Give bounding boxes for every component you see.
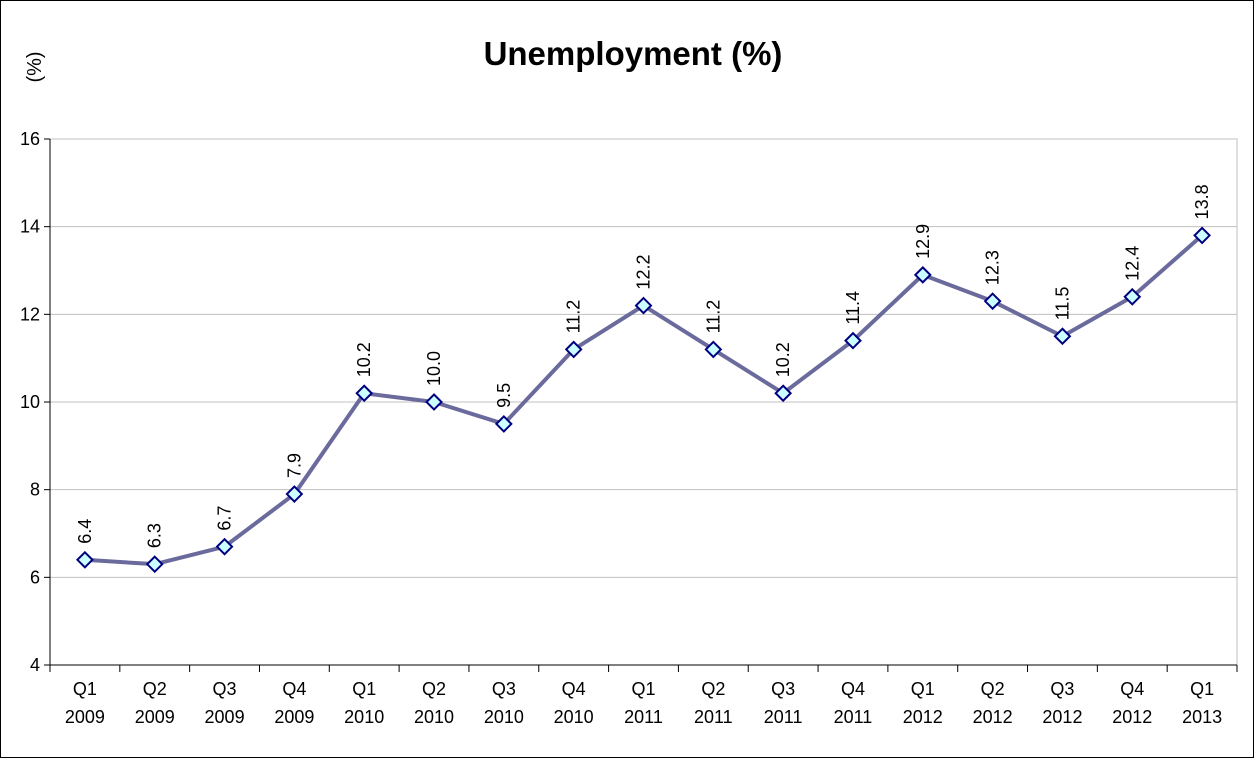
x-tick-label-year: 2009 bbox=[65, 707, 105, 727]
x-tick-label-year: 2012 bbox=[903, 707, 943, 727]
data-label: 12.4 bbox=[1122, 246, 1142, 281]
x-tick-label-quarter: Q1 bbox=[73, 679, 97, 699]
data-label: 13.8 bbox=[1192, 184, 1212, 219]
x-tick-label-quarter: Q1 bbox=[911, 679, 935, 699]
data-point-marker bbox=[774, 384, 793, 403]
x-tick-label-quarter: Q1 bbox=[631, 679, 655, 699]
data-label: 11.2 bbox=[703, 300, 723, 334]
data-label: 7.9 bbox=[284, 453, 304, 478]
data-point-marker bbox=[1193, 226, 1212, 245]
x-tick-label-quarter: Q3 bbox=[771, 679, 795, 699]
data-label: 9.5 bbox=[494, 383, 514, 408]
data-point-marker bbox=[425, 393, 443, 411]
data-label: 10.2 bbox=[354, 342, 374, 377]
data-point-marker bbox=[983, 292, 1002, 311]
data-label: 12.3 bbox=[983, 250, 1003, 285]
plot-area: 4 6 8 10 12 14 16 Q1 2009 Q2 2009 Q3 2009 Q4 2009 Q1 201… bbox=[20, 129, 1238, 727]
y-tick-label: 6 bbox=[30, 567, 40, 587]
y-tick-label: 14 bbox=[20, 217, 40, 237]
y-tick-label: 4 bbox=[30, 655, 40, 675]
x-tick-label-quarter: Q3 bbox=[213, 679, 237, 699]
x-tick-label-year: 2009 bbox=[205, 707, 245, 727]
x-tick-label-year: 2011 bbox=[694, 707, 733, 727]
y-axis-unit-label: (%) bbox=[24, 51, 46, 82]
y-tick-label: 16 bbox=[20, 129, 40, 149]
x-tick-label-year: 2010 bbox=[484, 707, 524, 727]
x-tick-label-quarter: Q4 bbox=[841, 679, 865, 699]
x-tick-label-year: 2009 bbox=[135, 707, 175, 727]
data-label: 6.3 bbox=[145, 523, 165, 548]
data-label: 11.4 bbox=[843, 291, 863, 325]
x-tick-label-year: 2009 bbox=[274, 707, 314, 727]
data-point-marker bbox=[1123, 287, 1142, 306]
data-label: 12.2 bbox=[634, 255, 654, 290]
data-label: 10.2 bbox=[773, 342, 793, 377]
data-point-marker bbox=[215, 537, 234, 556]
x-tick-label-year: 2012 bbox=[1112, 707, 1152, 727]
x-tick-label-quarter: Q2 bbox=[143, 679, 167, 699]
x-tick-label-year: 2012 bbox=[973, 707, 1013, 727]
data-point-marker bbox=[145, 555, 164, 574]
data-point-marker bbox=[634, 296, 653, 315]
data-label: 6.7 bbox=[215, 506, 235, 531]
x-tick-label-quarter: Q4 bbox=[562, 679, 586, 699]
x-tick-label-year: 2011 bbox=[834, 707, 873, 727]
x-tick-label-quarter: Q2 bbox=[701, 679, 725, 699]
x-tick-label-year: 2010 bbox=[344, 707, 384, 727]
x-tick-label-year: 2010 bbox=[414, 707, 454, 727]
x-tick-label-quarter: Q3 bbox=[1050, 679, 1074, 699]
data-label: 11.2 bbox=[564, 300, 584, 334]
x-tick-label-quarter: Q4 bbox=[282, 679, 306, 699]
data-point-marker bbox=[564, 340, 583, 359]
data-label: 11.5 bbox=[1052, 287, 1072, 321]
x-tick-label-quarter: Q1 bbox=[1190, 679, 1214, 699]
data-label: 6.4 bbox=[75, 519, 95, 544]
data-point-marker bbox=[913, 265, 932, 284]
data-point-marker bbox=[494, 415, 513, 433]
y-tick-label: 12 bbox=[20, 304, 40, 324]
chart-title: Unemployment (%) bbox=[484, 35, 783, 72]
x-tick-label-year: 2013 bbox=[1182, 707, 1222, 727]
x-tick-label-year: 2011 bbox=[764, 707, 803, 727]
data-point-marker bbox=[355, 384, 374, 403]
x-tick-label-year: 2012 bbox=[1042, 707, 1082, 727]
x-tick-label-quarter: Q2 bbox=[422, 679, 446, 699]
data-point-marker bbox=[75, 550, 94, 569]
data-label: 10.0 bbox=[424, 351, 444, 386]
x-tick-label-year: 2010 bbox=[554, 707, 594, 727]
data-point-marker bbox=[285, 485, 304, 503]
x-tick-label-quarter: Q1 bbox=[352, 679, 376, 699]
data-point-marker bbox=[1053, 327, 1072, 346]
x-tick-label-quarter: Q3 bbox=[492, 679, 516, 699]
y-tick-label: 10 bbox=[20, 392, 40, 412]
x-tick-label-quarter: Q4 bbox=[1120, 679, 1144, 699]
x-tick-label-year: 2011 bbox=[624, 707, 663, 727]
y-tick-label: 8 bbox=[30, 480, 40, 500]
data-label: 12.9 bbox=[913, 224, 933, 259]
x-tick-label-quarter: Q2 bbox=[981, 679, 1005, 699]
data-point-marker bbox=[704, 340, 723, 359]
data-point-marker bbox=[844, 331, 862, 350]
